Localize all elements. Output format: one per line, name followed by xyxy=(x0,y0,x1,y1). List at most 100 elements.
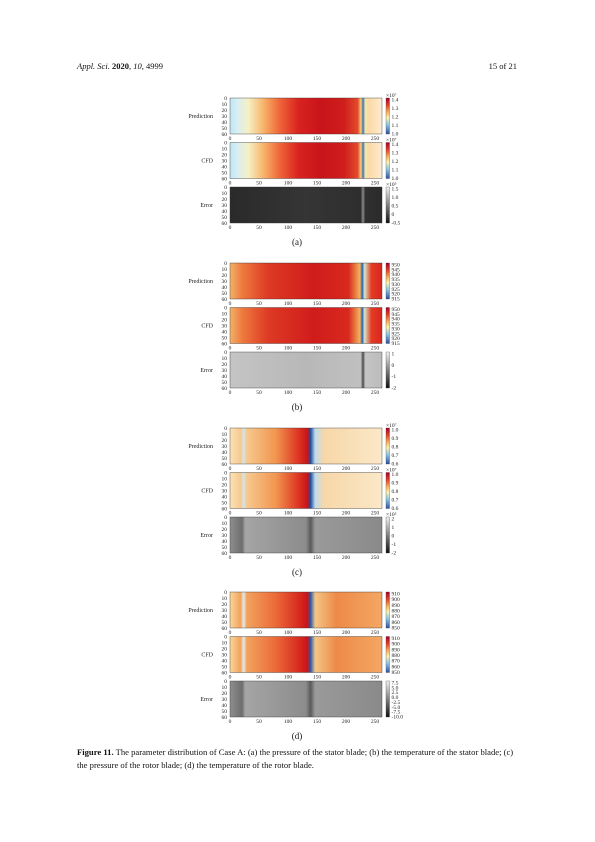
colorbar-tick-label: 0.7 xyxy=(392,453,399,459)
x-tick-label: 0 xyxy=(229,346,232,352)
x-tick-label: 50 xyxy=(256,555,262,561)
colorbar-tick-label: 1.0 xyxy=(392,132,399,138)
x-tick-label: 100 xyxy=(284,346,293,352)
colorbar-tick-label: -2 xyxy=(392,386,397,392)
x-tick-label: 250 xyxy=(371,555,380,561)
y-tick-label: 50 xyxy=(222,545,228,551)
y-tick-label: 0 xyxy=(224,471,227,477)
row-label: Prediction xyxy=(188,608,213,614)
y-tick-label: 10 xyxy=(222,102,228,108)
x-tick-label: 150 xyxy=(313,719,322,725)
x-tick-label: 50 xyxy=(256,675,262,681)
x-tick-label: 100 xyxy=(284,511,293,517)
colorbar-tick-label: -7.5 xyxy=(392,710,401,716)
heatmap-a-row-2 xyxy=(229,142,383,179)
x-tick-label: 150 xyxy=(313,555,322,561)
x-tick-label: 0 xyxy=(229,466,232,472)
y-tick-label: 20 xyxy=(222,647,228,653)
x-tick-label: 0 xyxy=(229,719,232,725)
colorbar-tick-label: 1.0 xyxy=(392,195,399,201)
x-tick-label: 200 xyxy=(342,675,351,681)
x-tick-label: 50 xyxy=(256,346,262,352)
x-tick-label: 0 xyxy=(229,181,232,187)
colorbar-tick-label: 860 xyxy=(392,664,401,670)
x-tick-label: 250 xyxy=(371,390,380,396)
y-tick-label: 10 xyxy=(222,596,228,602)
colorbar-tick-label: 910 xyxy=(392,636,401,642)
x-tick-label: 50 xyxy=(256,466,262,472)
y-tick-label: 50 xyxy=(222,215,228,221)
heatmap-c-row-1 xyxy=(229,427,383,465)
colorbar-tick-label: 0.7 xyxy=(392,498,399,504)
row-label: Prediction xyxy=(188,279,213,285)
x-tick-label: 0 xyxy=(229,225,232,231)
colorbar-tick-label: 1.1 xyxy=(392,168,399,174)
y-tick-label: 60 xyxy=(222,671,228,677)
colorbar-tick-label: 0.9 xyxy=(392,436,399,442)
colorbar-tick-label: 920 xyxy=(392,336,401,342)
colorbar-tick-label: 890 xyxy=(392,603,401,609)
y-tick-label: 30 xyxy=(222,324,228,330)
colorbar-tick-label: 935 xyxy=(392,322,401,328)
row-label: Error xyxy=(200,203,213,209)
y-tick-label: 60 xyxy=(222,177,228,183)
colorbar-tick-label: 0.9 xyxy=(392,481,399,487)
y-tick-label: 20 xyxy=(222,273,228,279)
y-tick-label: 0 xyxy=(224,679,227,685)
y-tick-label: 50 xyxy=(222,709,228,715)
heatmap-d-row-1 xyxy=(229,591,383,629)
colorbar xyxy=(385,516,390,554)
y-tick-label: 50 xyxy=(222,336,228,342)
y-tick-label: 60 xyxy=(222,342,228,348)
colorbar-tick-label: 1.5 xyxy=(392,187,399,193)
colorbar-tick-label: 890 xyxy=(392,647,401,653)
figure-caption: Figure 11. The parameter distribution of… xyxy=(77,746,517,772)
y-tick-label: 20 xyxy=(222,362,228,368)
x-tick-label: 150 xyxy=(313,511,322,517)
x-tick-label: 200 xyxy=(342,511,351,517)
x-tick-label: 50 xyxy=(256,181,262,187)
x-tick-label: 200 xyxy=(342,630,351,636)
y-tick-label: 20 xyxy=(222,318,228,324)
colorbar xyxy=(385,591,390,629)
y-tick-label: 40 xyxy=(222,285,228,291)
panel-b-label: (b) xyxy=(291,402,303,412)
colorbar-tick-label: 850 xyxy=(392,670,401,676)
x-tick-label: 250 xyxy=(371,719,380,725)
colorbar-tick-label: 935 xyxy=(392,277,401,283)
heatmap-b-row-3 xyxy=(229,351,383,389)
colorbar xyxy=(385,142,390,179)
y-tick-label: 50 xyxy=(222,456,228,462)
x-tick-label: 100 xyxy=(284,555,293,561)
colorbar-tick-label: 940 xyxy=(392,272,401,278)
colorbar-tick-label: 940 xyxy=(392,317,401,323)
colorbar-tick-label: -2.5 xyxy=(392,700,401,706)
colorbar-tick-label: 900 xyxy=(392,642,401,648)
x-tick-label: 100 xyxy=(284,630,293,636)
y-tick-label: 40 xyxy=(222,120,228,126)
x-tick-label: 200 xyxy=(342,555,351,561)
colorbar-tick-label: 900 xyxy=(392,597,401,603)
y-tick-label: 10 xyxy=(222,356,228,362)
heatmap-b-row-1 xyxy=(229,262,383,300)
x-tick-label: 250 xyxy=(371,511,380,517)
x-tick-label: 200 xyxy=(342,225,351,231)
x-tick-label: 200 xyxy=(342,181,351,187)
y-tick-label: 50 xyxy=(222,291,228,297)
colorbar-tick-label: 920 xyxy=(392,292,401,298)
y-tick-label: 50 xyxy=(222,665,228,671)
colorbar xyxy=(385,427,390,465)
y-tick-label: 30 xyxy=(222,489,228,495)
y-tick-label: 30 xyxy=(222,697,228,703)
y-tick-label: 40 xyxy=(222,539,228,545)
x-tick-label: 150 xyxy=(313,301,322,307)
y-tick-label: 0 xyxy=(224,306,227,312)
y-tick-label: 20 xyxy=(222,483,228,489)
colorbar-tick-label: -1 xyxy=(392,374,397,380)
x-tick-label: 50 xyxy=(256,630,262,636)
x-tick-label: 0 xyxy=(229,301,232,307)
y-tick-label: 60 xyxy=(222,386,228,392)
y-tick-label: 50 xyxy=(222,620,228,626)
